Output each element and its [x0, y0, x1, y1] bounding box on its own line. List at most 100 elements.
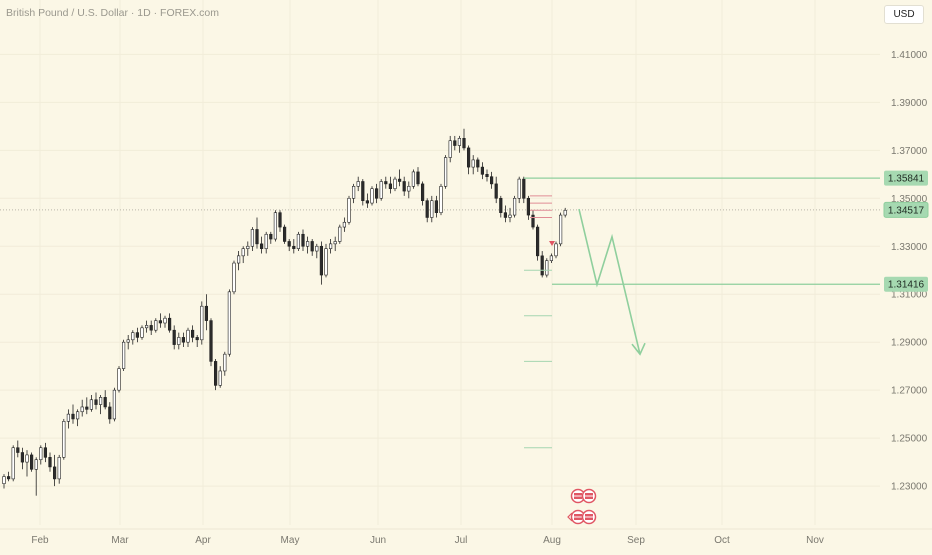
y-axis-tick-label: 1.39000: [891, 98, 928, 109]
candle-body-up: [517, 178, 521, 199]
candle: [145, 320, 149, 333]
candle: [214, 358, 218, 391]
candle: [310, 239, 314, 256]
candle: [209, 318, 213, 367]
candle: [388, 176, 393, 194]
candle: [549, 253, 553, 264]
candle: [508, 207, 512, 223]
y-axis-tick-label: 1.29000: [891, 338, 928, 349]
candle-body-up: [448, 140, 452, 158]
candle: [361, 179, 365, 206]
candle: [25, 450, 29, 477]
candle: [379, 179, 383, 201]
y-axis-tick-label: 1.35000: [891, 194, 928, 205]
candle: [443, 155, 448, 189]
y-axis-tick-label: 1.37000: [891, 146, 928, 157]
x-axis-tick-label: Apr: [195, 535, 211, 546]
candle-body-down: [287, 241, 291, 247]
candle-body-down: [361, 181, 365, 201]
candle-body-up: [347, 197, 351, 223]
candle: [195, 334, 199, 347]
candle-body-up: [99, 397, 103, 405]
candle-body-down: [319, 245, 324, 276]
candle-body-up: [2, 476, 6, 484]
candle: [420, 181, 425, 206]
candle: [99, 394, 103, 415]
projection-arrowhead: [631, 342, 646, 356]
candle-body-down: [499, 197, 503, 213]
candle: [232, 260, 236, 295]
candle-body-down: [494, 183, 498, 199]
candle-body-down: [365, 200, 370, 204]
candle-body-up: [443, 157, 448, 187]
candle: [296, 231, 301, 252]
candle: [186, 327, 190, 347]
candle: [554, 241, 558, 259]
candle: [407, 181, 411, 199]
candle: [66, 409, 70, 429]
candle-body-up: [34, 459, 38, 470]
candle: [494, 176, 498, 204]
candle: [237, 251, 241, 271]
x-axis-tick-label: Nov: [806, 535, 824, 546]
candle-body-up: [558, 214, 563, 245]
candle: [393, 176, 397, 192]
candle: [108, 402, 112, 424]
y-axis-tick-label: 1.23000: [891, 482, 928, 493]
candle-body-up: [57, 457, 61, 480]
candle: [315, 243, 319, 259]
candle-body-down: [526, 197, 530, 216]
candle-body-up: [370, 188, 374, 204]
candle: [439, 183, 443, 216]
candle: [71, 404, 75, 424]
candle: [103, 390, 107, 410]
candle: [540, 251, 544, 278]
candle: [241, 246, 245, 264]
candle: [250, 227, 255, 252]
candle-body-down: [209, 320, 213, 362]
candle-body-down: [485, 174, 489, 177]
candle: [448, 135, 452, 163]
resistance-price-label-text: 1.35841: [888, 174, 925, 185]
candle: [149, 320, 153, 335]
candle: [480, 162, 485, 180]
candle-body-up: [163, 317, 167, 324]
candle: [112, 387, 116, 422]
candle-body-up: [338, 226, 342, 242]
candle: [416, 167, 420, 187]
candle: [526, 195, 530, 220]
candle: [425, 198, 429, 223]
currency-button[interactable]: USD: [884, 5, 924, 24]
candle: [48, 452, 52, 472]
candle: [563, 207, 567, 218]
x-axis-tick-label: Oct: [714, 535, 730, 546]
candle: [11, 445, 15, 482]
candle-body-down: [108, 406, 112, 420]
candle: [466, 145, 471, 175]
candle: [218, 366, 222, 388]
candle-body-down: [462, 138, 466, 149]
down-marker: [549, 241, 555, 246]
candle: [2, 474, 6, 489]
candle: [278, 210, 282, 232]
x-axis-tick-label: May: [281, 535, 300, 546]
candle-body-down: [397, 178, 402, 182]
candle-body-up: [140, 327, 144, 338]
economic-event-icon: [581, 488, 597, 504]
candle-body-up: [563, 209, 567, 216]
candle-body-up: [471, 159, 475, 168]
candle: [365, 193, 370, 208]
candle: [522, 176, 526, 204]
candle-body-up: [11, 447, 15, 480]
candle-body-down: [292, 245, 296, 249]
resistance-price-label: 1.35841: [884, 170, 928, 186]
candle-body-down: [181, 337, 186, 343]
candle: [177, 332, 181, 350]
candle-body-down: [416, 171, 420, 185]
y-axis-tick-label: 1.33000: [891, 242, 928, 253]
candle-body-down: [434, 200, 439, 213]
candle-body-down: [71, 413, 75, 420]
candle-body-up: [227, 291, 232, 355]
